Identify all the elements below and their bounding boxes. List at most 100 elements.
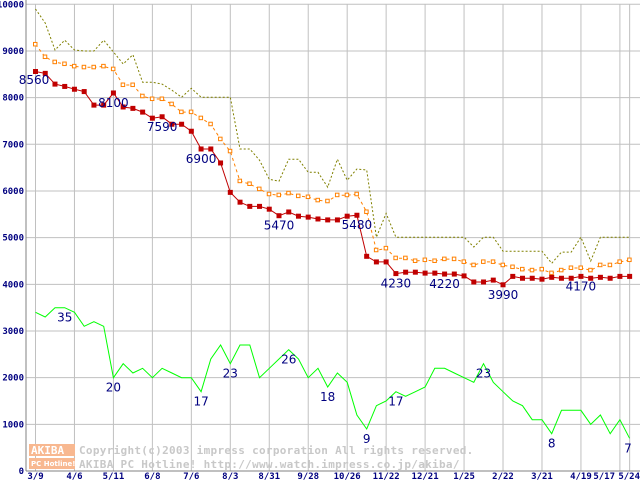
data-point-average: [432, 258, 437, 263]
x-tick-label: 9/28: [297, 472, 319, 480]
data-point-average: [305, 194, 311, 200]
series-line-shops: [35, 307, 631, 439]
series-layer: [33, 8, 633, 439]
data-point-average: [159, 96, 165, 102]
y-tick-label: 5000: [2, 234, 24, 244]
data-point-average: [33, 41, 38, 47]
x-tick-label: 2/22: [492, 472, 514, 480]
x-tick-label: 5/17: [593, 472, 615, 480]
data-point-min: [52, 81, 58, 87]
data-point-average: [373, 247, 379, 253]
data-point-average: [588, 267, 593, 273]
data-point-average: [529, 267, 535, 273]
x-tick-label: 3/21: [531, 472, 553, 480]
x-tick-label: 5/24: [618, 472, 640, 480]
x-tick-label: 12/21: [412, 472, 439, 480]
data-point-average: [218, 136, 223, 142]
data-label-min: 8560: [19, 73, 50, 87]
data-point-min: [383, 259, 389, 265]
data-label-shops: 7: [624, 441, 632, 455]
x-tick-label: 4/6: [66, 472, 82, 480]
data-point-min: [120, 104, 126, 110]
data-point-min: [558, 275, 564, 281]
data-point-average: [149, 96, 155, 102]
data-point-min: [490, 277, 496, 283]
data-point-min: [597, 274, 603, 280]
x-tick-label: 8/31: [258, 472, 280, 480]
y-tick-label: 8000: [2, 94, 24, 104]
data-point-min: [481, 279, 487, 285]
data-label-shops: 18: [320, 390, 335, 404]
data-point-average: [597, 262, 603, 268]
x-tick-label: 11/22: [373, 472, 400, 480]
data-point-average: [481, 259, 486, 264]
series-line-max: [35, 8, 630, 265]
data-point-average: [568, 265, 574, 270]
data-point-min: [578, 273, 584, 279]
data-point-min: [91, 102, 97, 108]
data-point-average: [227, 148, 233, 154]
y-tick-label: 4000: [2, 280, 24, 290]
data-point-average: [539, 266, 544, 272]
data-point-min: [627, 273, 633, 279]
x-tick-label: 4/19: [570, 472, 592, 480]
x-tick-label: 1/25: [453, 472, 475, 480]
data-point-average: [62, 61, 67, 67]
data-point-min: [451, 271, 457, 277]
data-label-min: 4170: [566, 279, 597, 293]
data-point-min: [510, 273, 516, 279]
data-point-average: [451, 256, 457, 262]
x-tick-label: 8/3: [222, 472, 238, 480]
y-tick-label: 3000: [2, 327, 24, 337]
data-point-min: [403, 269, 409, 275]
data-point-average: [295, 193, 301, 199]
data-point-average: [101, 63, 106, 69]
data-label-shops: 17: [193, 395, 208, 409]
data-point-average: [422, 257, 428, 263]
data-label-min: 7590: [147, 120, 178, 134]
data-point-average: [52, 59, 57, 65]
data-point-min: [568, 275, 574, 281]
data-point-min: [500, 282, 506, 288]
data-point-min: [218, 160, 224, 166]
data-point-min: [169, 121, 175, 127]
logo-text-bottom: PC Hotline!: [31, 460, 75, 468]
data-point-average: [257, 186, 262, 192]
data-point-average: [188, 109, 194, 115]
y-tick-label: 7000: [2, 140, 24, 150]
data-point-min: [208, 146, 214, 152]
data-label-min: 4220: [429, 277, 460, 291]
data-label-shops: 23: [223, 367, 238, 381]
data-label-shops: 35: [57, 311, 72, 325]
data-point-min: [529, 275, 535, 281]
data-point-min: [140, 109, 146, 115]
data-point-min: [354, 212, 360, 218]
data-point-average: [344, 192, 350, 198]
data-point-min: [62, 83, 68, 89]
data-point-average: [461, 259, 467, 264]
y-tick-label: 0: [19, 467, 24, 477]
logo-box-bottom: [29, 458, 75, 469]
data-point-average: [169, 101, 174, 107]
data-point-average: [266, 191, 272, 197]
data-point-average: [208, 121, 213, 127]
y-tick-label: 6000: [2, 187, 24, 197]
data-point-min: [461, 273, 467, 279]
data-point-average: [627, 257, 632, 263]
data-point-min: [471, 279, 477, 285]
data-point-average: [412, 258, 418, 263]
y-tick-label: 9000: [2, 47, 24, 57]
data-point-min: [422, 270, 428, 276]
data-point-min: [33, 69, 38, 75]
data-point-min: [325, 217, 331, 223]
data-point-min: [549, 274, 555, 280]
x-tick-label: 5/11: [103, 472, 125, 480]
logo-text-top: AKIBA: [31, 444, 64, 457]
data-point-min: [188, 128, 194, 134]
data-point-min: [198, 146, 204, 152]
x-tick-label: 3/9: [27, 472, 43, 480]
data-point-average: [442, 256, 447, 262]
data-label-min: 8100: [98, 96, 129, 110]
data-point-min: [276, 213, 282, 219]
data-point-average: [490, 259, 496, 264]
